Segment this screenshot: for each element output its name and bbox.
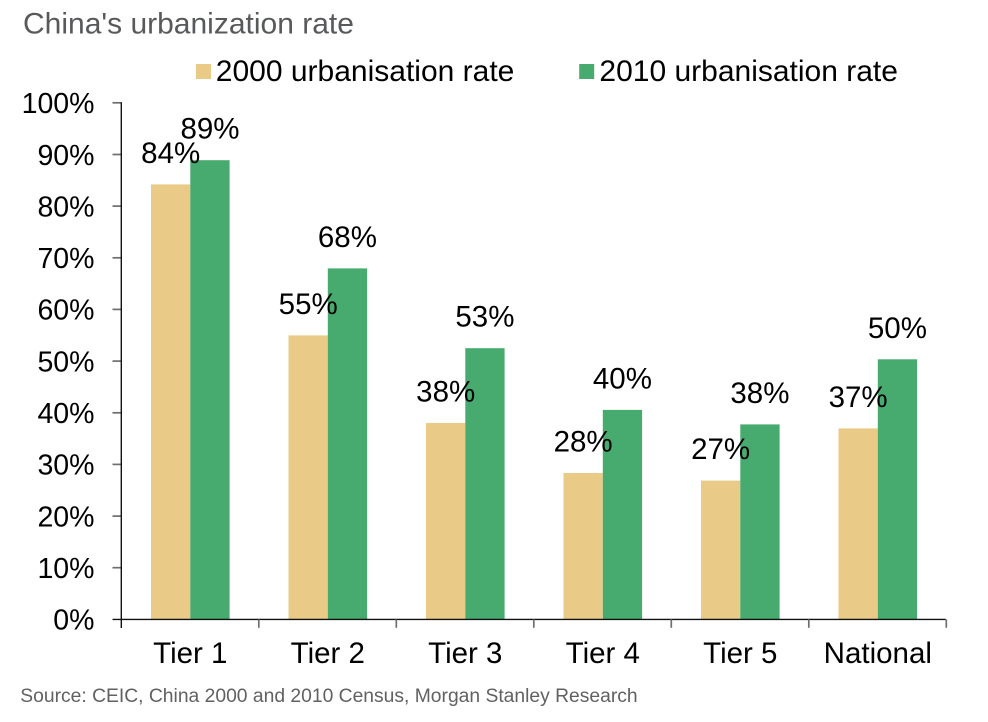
svg-text:Tier 2: Tier 2	[291, 637, 365, 670]
svg-text:50%: 50%	[37, 346, 94, 378]
svg-text:Tier 5: Tier 5	[703, 637, 777, 670]
svg-text:70%: 70%	[37, 243, 94, 275]
svg-text:84%: 84%	[141, 137, 200, 170]
svg-text:Tier 1: Tier 1	[153, 637, 227, 670]
svg-text:50%: 50%	[868, 312, 927, 345]
svg-text:China's urbanization rate: China's urbanization rate	[23, 8, 354, 41]
svg-text:30%: 30%	[37, 450, 94, 482]
svg-text:37%: 37%	[829, 381, 888, 414]
svg-text:2010 urbanisation rate: 2010 urbanisation rate	[599, 55, 898, 88]
svg-text:68%: 68%	[318, 221, 377, 254]
svg-text:20%: 20%	[37, 501, 94, 533]
svg-text:Tier 4: Tier 4	[566, 637, 640, 670]
svg-text:National: National	[824, 637, 932, 670]
svg-text:10%: 10%	[37, 553, 94, 585]
svg-text:40%: 40%	[37, 398, 94, 430]
svg-text:27%: 27%	[691, 433, 750, 466]
svg-text:0%: 0%	[53, 605, 94, 637]
svg-text:55%: 55%	[279, 288, 338, 321]
svg-text:38%: 38%	[730, 377, 789, 410]
svg-text:60%: 60%	[37, 295, 94, 327]
svg-text:38%: 38%	[416, 376, 475, 409]
svg-text:40%: 40%	[593, 362, 652, 395]
svg-text:Tier 3: Tier 3	[428, 637, 502, 670]
svg-text:Source: CEIC, China 2000 and 2: Source: CEIC, China 2000 and 2010 Census…	[20, 686, 637, 707]
svg-text:28%: 28%	[554, 426, 613, 459]
svg-text:2000 urbanisation rate: 2000 urbanisation rate	[216, 55, 515, 88]
svg-text:90%: 90%	[37, 140, 94, 172]
svg-text:80%: 80%	[37, 191, 94, 223]
svg-text:53%: 53%	[455, 301, 514, 334]
svg-text:89%: 89%	[180, 113, 239, 146]
svg-text:100%: 100%	[22, 88, 95, 120]
